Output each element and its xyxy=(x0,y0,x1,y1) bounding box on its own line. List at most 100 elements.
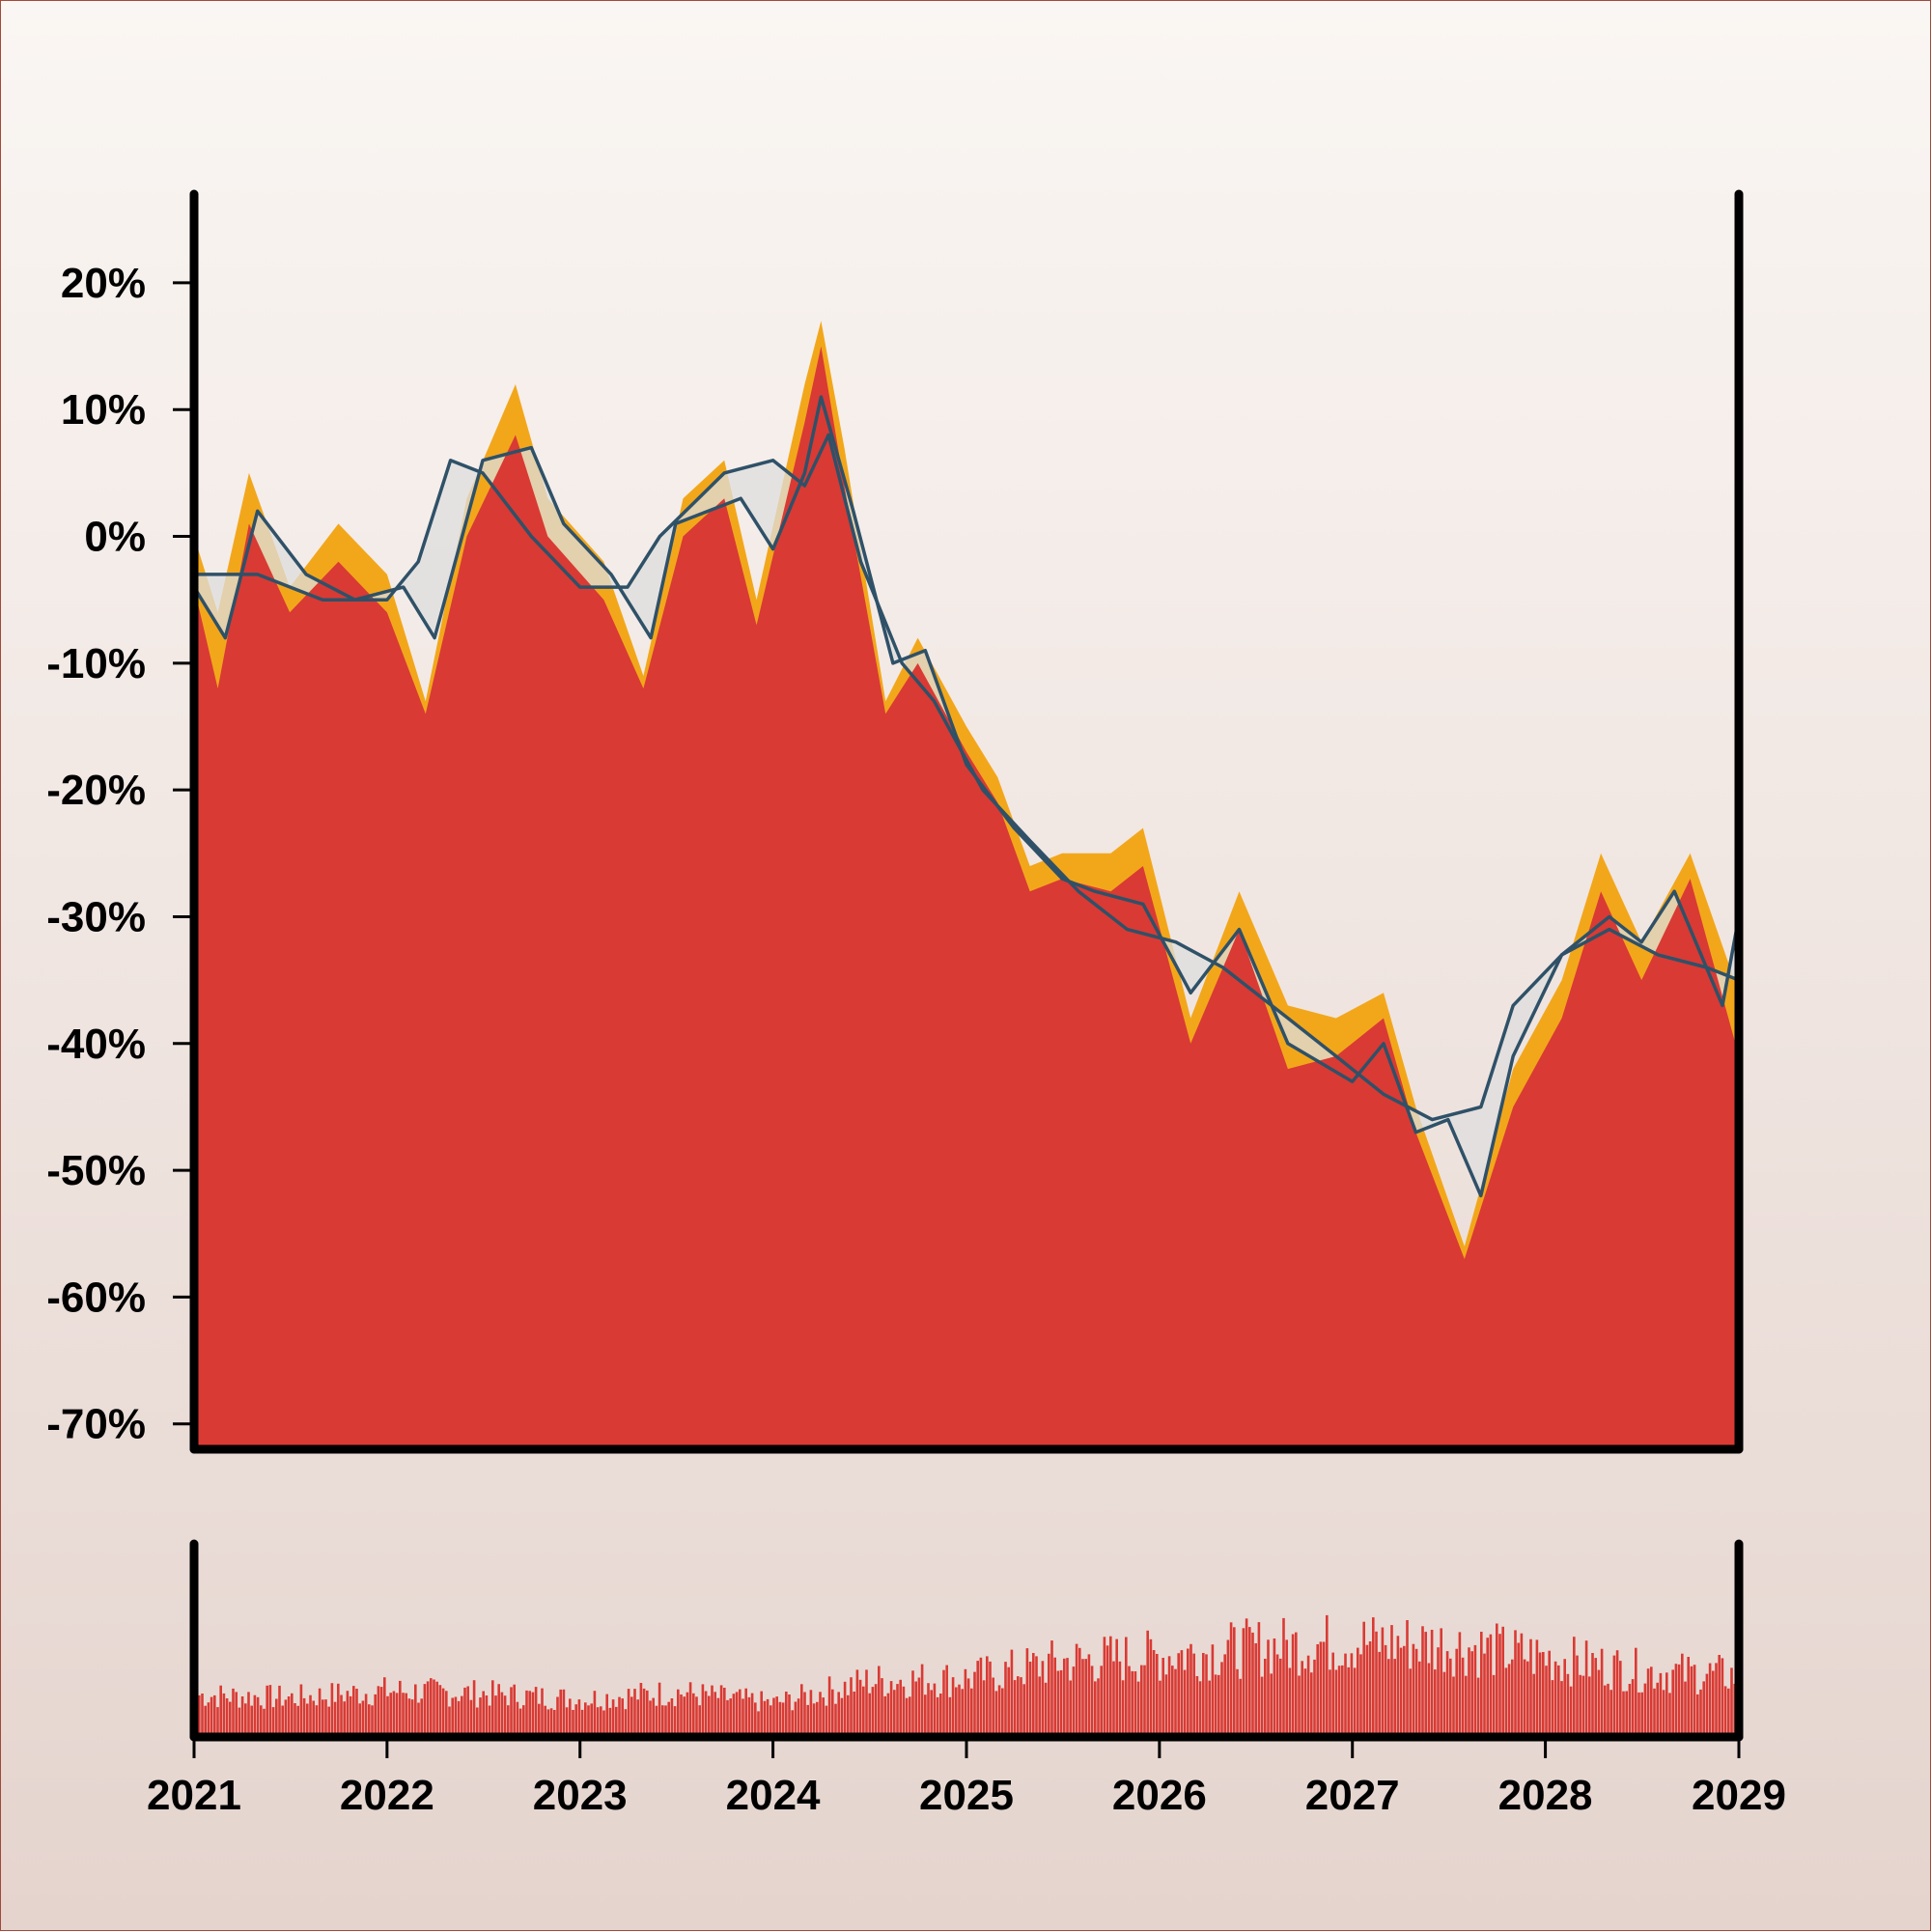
volume-bar xyxy=(646,1690,649,1734)
volume-bar xyxy=(809,1690,813,1734)
volume-bar xyxy=(822,1697,825,1734)
volume-bar xyxy=(812,1703,816,1734)
volume-bar xyxy=(1579,1674,1581,1734)
volume-bar xyxy=(732,1694,736,1734)
volume-bar xyxy=(1260,1676,1264,1734)
volume-bar xyxy=(843,1681,847,1734)
volume-bar xyxy=(1372,1617,1375,1734)
volume-bar xyxy=(744,1688,747,1734)
volume-bar xyxy=(1236,1668,1239,1734)
volume-bar xyxy=(340,1694,343,1734)
volume-bar xyxy=(618,1696,621,1734)
volume-bar xyxy=(785,1692,788,1734)
volume-bar xyxy=(1174,1668,1177,1734)
volume-bar xyxy=(677,1689,680,1734)
volume-bar xyxy=(1452,1676,1455,1734)
volume-bar xyxy=(1159,1680,1161,1734)
volume-bar xyxy=(1208,1680,1211,1734)
volume-bar xyxy=(1180,1650,1184,1734)
volume-bar xyxy=(229,1701,232,1734)
volume-bar xyxy=(608,1707,612,1734)
volume-bar xyxy=(868,1693,871,1734)
volume-bar xyxy=(1705,1673,1709,1734)
volume-bar xyxy=(1375,1631,1378,1734)
y-tick-label: -40% xyxy=(46,1021,146,1068)
volume-bar xyxy=(871,1687,875,1734)
volume-bar xyxy=(247,1692,250,1734)
volume-bar xyxy=(708,1695,711,1734)
y-tick-label: -70% xyxy=(46,1401,146,1448)
volume-bar xyxy=(1217,1674,1220,1734)
volume-bar xyxy=(757,1711,760,1734)
volume-bar xyxy=(1063,1658,1066,1734)
volume-bar xyxy=(327,1706,330,1734)
volume-bar xyxy=(1677,1664,1681,1734)
volume-bar xyxy=(291,1693,294,1734)
volume-bar xyxy=(374,1694,377,1734)
volume-bar xyxy=(541,1688,544,1734)
main-area xyxy=(194,346,1739,1450)
volume-bar xyxy=(294,1703,296,1734)
volume-bar xyxy=(1414,1648,1418,1734)
volume-bar xyxy=(704,1691,708,1734)
volume-bar xyxy=(466,1686,469,1734)
volume-bar xyxy=(794,1701,798,1734)
volume-bar xyxy=(1229,1622,1233,1734)
volume-bar xyxy=(976,1661,979,1734)
x-tick-label: 2026 xyxy=(1112,1772,1207,1819)
volume-bar xyxy=(639,1683,643,1734)
volume-bar xyxy=(1548,1650,1551,1734)
volume-bar xyxy=(1581,1675,1585,1734)
volume-bar xyxy=(1362,1621,1365,1734)
volume-bar xyxy=(979,1657,983,1734)
volume-bar xyxy=(435,1681,438,1734)
volume-bar xyxy=(1468,1647,1470,1734)
volume-bar xyxy=(1048,1653,1050,1734)
volume-bar xyxy=(1723,1686,1727,1734)
volume-bar xyxy=(1337,1666,1341,1734)
volume-bar xyxy=(1483,1653,1486,1734)
volume-bar xyxy=(204,1705,207,1734)
volume-bar xyxy=(726,1699,729,1734)
volume-bar xyxy=(624,1709,628,1734)
volume-bar xyxy=(766,1698,770,1734)
volume-bar xyxy=(939,1694,942,1734)
volume-bar xyxy=(513,1684,516,1734)
y-tick-label: -30% xyxy=(46,893,146,940)
y-tick-label: -10% xyxy=(46,640,146,687)
volume-bar xyxy=(1609,1690,1612,1734)
volume-bar xyxy=(1094,1681,1097,1734)
volume-bar xyxy=(1535,1639,1539,1734)
volume-bar xyxy=(630,1696,633,1734)
volume-bar xyxy=(788,1694,791,1734)
volume-bar xyxy=(407,1698,411,1734)
volume-bar xyxy=(1409,1668,1412,1734)
volume-bar xyxy=(1310,1672,1313,1734)
volume-bar xyxy=(324,1699,327,1734)
volume-bar xyxy=(399,1680,402,1734)
volume-bar xyxy=(670,1698,674,1734)
volume-bar xyxy=(1192,1653,1195,1734)
x-tick-label: 2029 xyxy=(1692,1772,1786,1819)
volume-bar xyxy=(1480,1632,1483,1734)
volume-bar xyxy=(1514,1630,1517,1734)
volume-bar xyxy=(1357,1647,1359,1734)
volume-bar xyxy=(1615,1650,1619,1734)
volume-bar xyxy=(1489,1634,1493,1734)
volume-bar xyxy=(1473,1644,1477,1734)
volume-bar xyxy=(1507,1664,1511,1734)
volume-bar xyxy=(445,1691,448,1734)
volume-bar xyxy=(920,1664,924,1734)
volume-bar xyxy=(525,1690,528,1734)
volume-bar xyxy=(1303,1668,1307,1734)
volume-bar xyxy=(1198,1681,1202,1734)
volume-bar xyxy=(994,1691,998,1734)
volume-bar xyxy=(1004,1662,1007,1734)
volume-bar xyxy=(531,1692,535,1734)
volume-bar xyxy=(803,1692,806,1734)
volume-bar xyxy=(1248,1627,1251,1734)
volume-bar xyxy=(584,1702,587,1734)
volume-bar xyxy=(1368,1641,1372,1734)
volume-bar xyxy=(500,1692,504,1734)
line-fast xyxy=(192,395,1741,1198)
